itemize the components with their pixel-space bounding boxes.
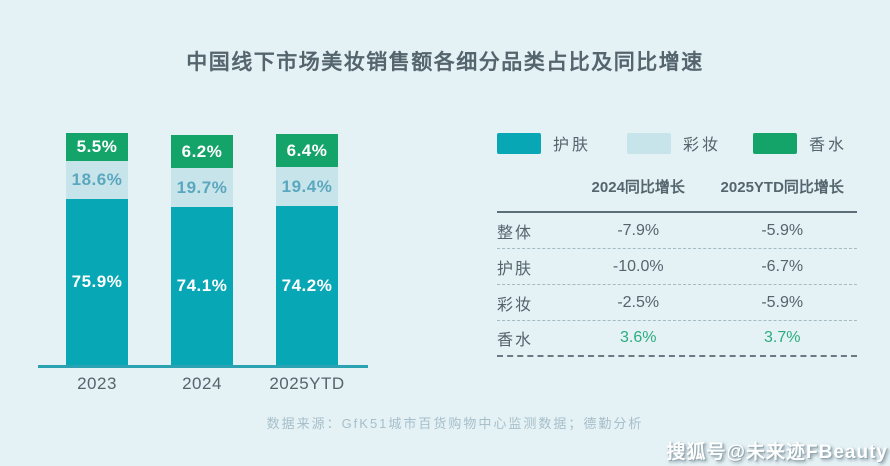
skincare-swatch-icon [497, 132, 541, 154]
makeup-swatch-icon [627, 132, 671, 154]
bar-2025ytd-makeup-segment: 19.4% [276, 167, 338, 206]
fragrance-swatch-icon [753, 132, 797, 154]
row-label: 整体 [497, 224, 534, 242]
row-value-2025: -5.9% [761, 221, 804, 239]
bar-2023-skincare-segment: 75.9% [66, 199, 128, 365]
table-row-makeup: 彩妆 -2.5% -5.9% [497, 285, 857, 321]
legend-label-fragrance: 香水 [809, 137, 848, 154]
bar-2023-makeup-segment: 18.6% [66, 161, 128, 199]
legend-item-fragrance: 香水 [753, 131, 847, 155]
bar-2025ytd-skincare-segment: 74.2% [276, 206, 338, 365]
x-tick-2024: 2024 [182, 374, 222, 393]
bar-2024-makeup-segment: 19.7% [171, 168, 233, 207]
bar-2025ytd-fragrance-segment: 6.4% [276, 134, 338, 167]
header-2024-growth: 2024同比增长 [591, 179, 685, 196]
bar-2023: 5.5% 18.6% 75.9% [66, 133, 128, 365]
legend-item-skincare: 护肤 [497, 131, 591, 155]
legend-item-makeup: 彩妆 [627, 131, 721, 155]
row-label: 护肤 [497, 260, 534, 278]
growth-table-header: 2024同比增长 2025YTD同比增长 [497, 176, 857, 213]
x-tick-2023: 2023 [77, 374, 117, 393]
row-label: 香水 [497, 332, 534, 349]
x-tick-2025ytd: 2025YTD [269, 374, 345, 393]
data-source-note: 数据来源：GfK51城市百货购物中心监测数据；德勤分析 [266, 416, 644, 431]
row-value-2024: -2.5% [617, 293, 660, 311]
bar-2024-fragrance-segment: 6.2% [171, 135, 233, 168]
page-title: 中国线下市场美妆销售额各细分品类占比及同比增速 [186, 51, 704, 74]
bar-2025ytd: 6.4% 19.4% 74.2% [276, 134, 338, 365]
row-label: 彩妆 [497, 296, 534, 314]
x-axis-line [38, 365, 368, 368]
table-row-fragrance: 香水 3.6% 3.7% [497, 321, 857, 357]
sohu-watermark: 搜狐号@未来迹FBeauty [666, 442, 888, 463]
legend-label-makeup: 彩妆 [683, 137, 722, 154]
row-value-2024: 3.6% [620, 329, 657, 346]
bar-2024: 6.2% 19.7% 74.1% [171, 135, 233, 365]
header-2025ytd-growth: 2025YTD同比增长 [720, 179, 844, 196]
row-value-2025: -5.9% [761, 293, 804, 311]
row-value-2025: -6.7% [761, 257, 804, 275]
bar-2023-fragrance-segment: 5.5% [66, 133, 128, 161]
table-row-skincare: 护肤 -10.0% -6.7% [497, 249, 857, 285]
row-value-2024: -7.9% [617, 221, 660, 239]
legend-label-skincare: 护肤 [553, 137, 592, 154]
table-row-overall: 整体 -7.9% -5.9% [497, 213, 857, 249]
growth-table: 2024同比增长 2025YTD同比增长 整体 -7.9% -5.9% 护肤 -… [497, 176, 857, 357]
bar-2024-skincare-segment: 74.1% [171, 207, 233, 365]
row-value-2025: 3.7% [764, 329, 801, 346]
row-value-2024: -10.0% [612, 257, 664, 275]
